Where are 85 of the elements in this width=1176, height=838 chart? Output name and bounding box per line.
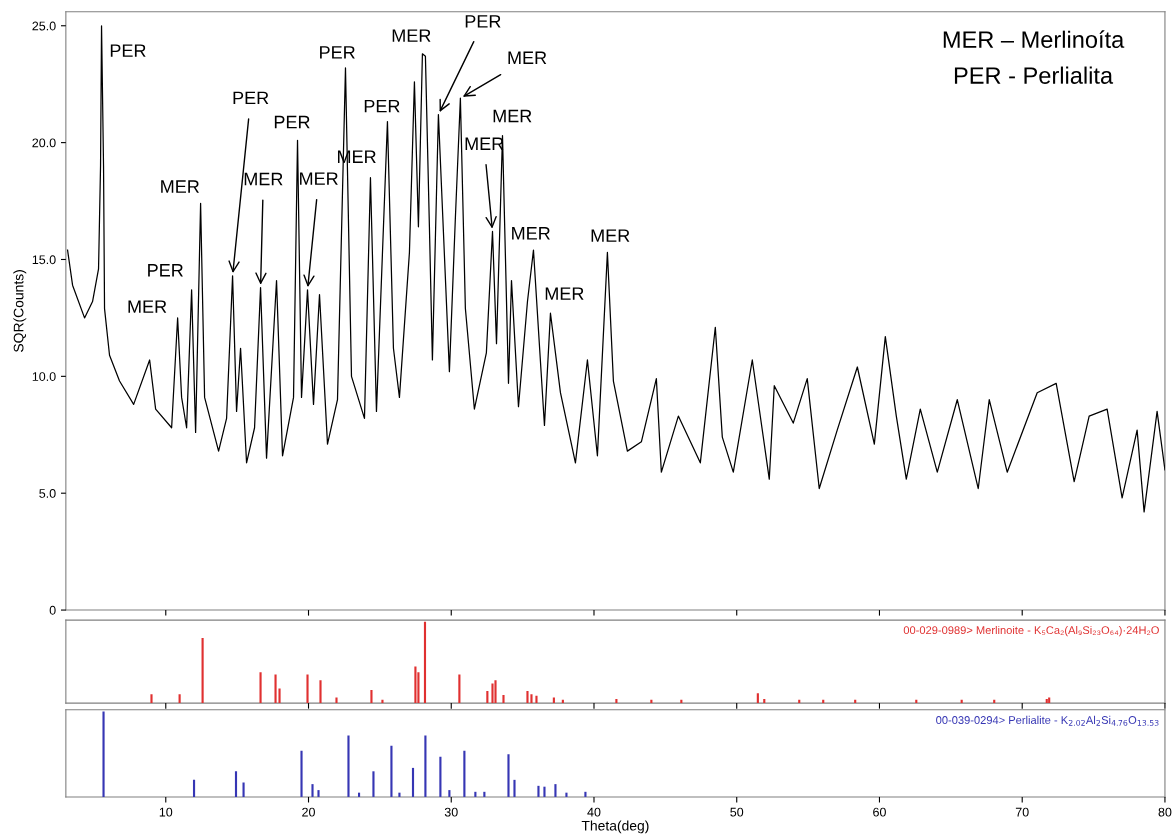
bar <box>259 672 262 704</box>
annotation: PER <box>274 115 310 129</box>
bar <box>756 693 759 704</box>
bar <box>201 638 204 704</box>
bar <box>381 699 384 704</box>
y-axis-title: SQR(Counts) <box>13 270 27 352</box>
bar <box>474 791 477 797</box>
bar <box>463 750 466 797</box>
bar <box>370 690 373 704</box>
bar <box>178 694 181 704</box>
bar <box>565 792 568 797</box>
bar <box>483 791 486 797</box>
annotation: MER – Merlinoíta <box>943 30 1125 48</box>
annotation: 00-039-0294> Perlialite - K$_{2.02}$Al$_{2}$Si$_{4.76}$O$_{13.53}$ <box>936 715 1159 726</box>
x-tick-label: 30 <box>444 807 458 817</box>
annotation: MER <box>512 227 550 240</box>
bar <box>390 745 393 797</box>
bar <box>439 756 442 797</box>
bar <box>423 621 427 704</box>
bar <box>300 750 303 797</box>
bar <box>537 785 540 797</box>
x-tick-label: 10 <box>159 807 173 817</box>
bar <box>242 782 245 797</box>
annotation: PER <box>110 44 146 57</box>
bar <box>584 791 587 797</box>
bar <box>411 767 415 797</box>
annotation: MER <box>493 109 532 123</box>
annotation: MER <box>161 180 199 193</box>
y-tick-label: 20.0 <box>32 138 56 148</box>
bar <box>535 695 538 704</box>
y-tick-label: 0 <box>49 605 56 615</box>
bar <box>530 694 533 704</box>
x-tick-label: 40 <box>587 807 601 817</box>
annotation: MER <box>508 51 547 64</box>
bar <box>554 784 557 797</box>
x-tick-label: 60 <box>873 807 886 817</box>
annotation: PER <box>233 91 269 105</box>
bar <box>192 779 196 797</box>
annotation: MER <box>465 137 504 150</box>
bar <box>347 735 350 797</box>
y-tick-label: 10.0 <box>32 372 56 381</box>
y-tick-label: 5.0 <box>39 489 56 498</box>
annotation: MER <box>300 172 338 185</box>
bar <box>552 697 555 704</box>
bar <box>317 790 320 797</box>
bar <box>513 779 516 797</box>
bar <box>486 690 489 704</box>
bar <box>372 771 375 797</box>
bar <box>543 786 546 797</box>
x-tick-label: 80 <box>1158 807 1172 817</box>
bar <box>398 792 401 797</box>
x-tick-label: 20 <box>302 807 315 817</box>
annotation: MER <box>545 287 584 300</box>
bar <box>319 680 322 704</box>
bar <box>306 674 309 704</box>
annotation: MER <box>591 229 630 242</box>
x-axis-title: Theta(deg) <box>581 820 649 834</box>
bar <box>424 735 427 797</box>
bar <box>414 666 417 704</box>
annotation: PER <box>364 99 400 113</box>
bar <box>274 674 277 704</box>
x-tick-label: 70 <box>1015 807 1029 817</box>
bar <box>491 683 494 704</box>
annotation: PER - Perlialita <box>954 66 1114 84</box>
bar <box>458 674 461 704</box>
bar <box>448 790 451 797</box>
bar <box>234 771 238 797</box>
annotation: PER <box>320 46 355 59</box>
annotation: MER <box>244 172 283 186</box>
bar <box>102 711 105 797</box>
bar <box>311 784 314 797</box>
bar <box>150 694 153 704</box>
bar <box>494 680 497 704</box>
annotation: MER <box>392 29 431 42</box>
x-tick-label: 50 <box>730 807 744 817</box>
annotation: MER <box>128 300 167 313</box>
y-tick-label: 25.0 <box>32 21 56 31</box>
bar <box>507 754 510 797</box>
bar <box>335 697 338 704</box>
y-tick-label: 15.0 <box>32 255 56 265</box>
annotation: PER <box>465 15 501 28</box>
annotation: PER <box>148 264 183 277</box>
bar <box>526 690 529 704</box>
bar <box>502 694 505 704</box>
annotation: 00-029-0989> Merlinoite - K₅Ca₂(Al₉Si₂₃O₆₄)·24H₂O <box>903 625 1159 637</box>
